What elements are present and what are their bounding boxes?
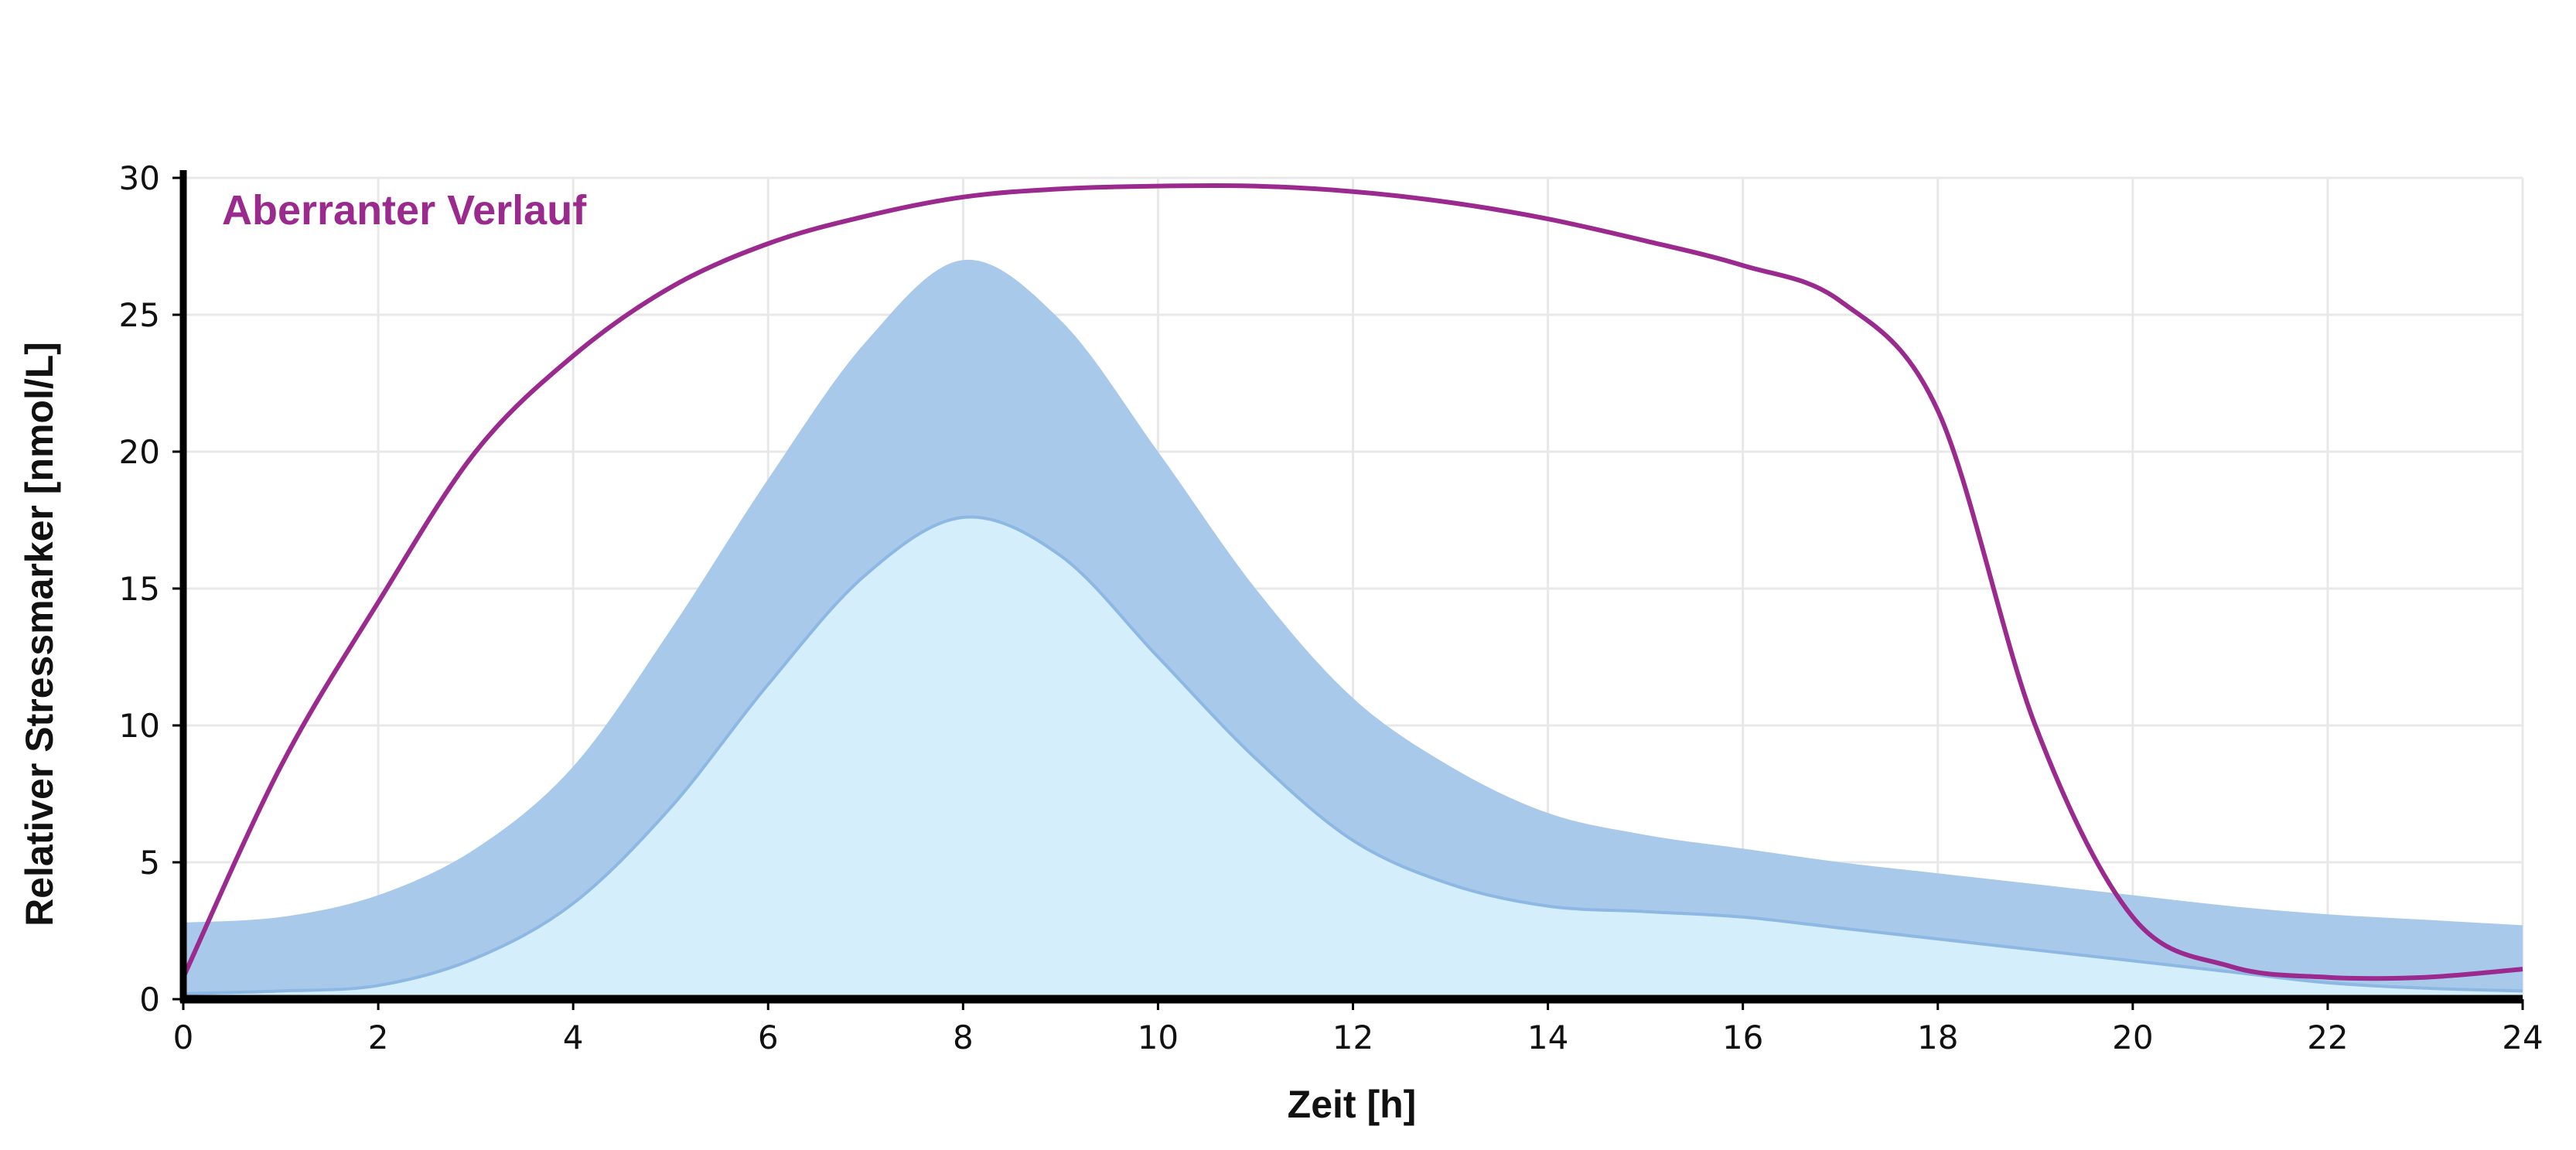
x-tick-label: 2 — [368, 1019, 389, 1056]
aberrant-line — [181, 183, 2523, 981]
x-tick-label: 18 — [1917, 1019, 1958, 1056]
x-tick-label: 24 — [2502, 1019, 2543, 1056]
x-tick-label: 22 — [2307, 1019, 2348, 1056]
band-lower-line — [183, 515, 2523, 995]
band-area — [183, 259, 2523, 994]
y-tick-label: 25 — [119, 296, 160, 334]
y-tick-label: 20 — [119, 433, 160, 471]
x-tick-label: 20 — [2112, 1019, 2153, 1056]
x-axis-title: Zeit [h] — [1288, 1083, 1417, 1126]
y-tick-label: 30 — [119, 159, 160, 197]
x-tick-label: 12 — [1332, 1019, 1373, 1056]
x-tick-label: 0 — [173, 1019, 194, 1056]
y-tick-label: 15 — [119, 570, 160, 608]
x-tick-label: 10 — [1138, 1019, 1179, 1056]
y-axis-title: Relativer Stressmarker [nmol/L] — [18, 342, 61, 926]
y-tick-label: 0 — [139, 981, 160, 1019]
y-tick-label: 10 — [119, 707, 160, 745]
x-tick-label: 6 — [758, 1019, 779, 1056]
x-tick-label: 8 — [953, 1019, 974, 1056]
aberrant-annotation: Aberranter Verlauf — [222, 187, 587, 234]
x-tick-label: 14 — [1527, 1019, 1568, 1056]
area-layer — [183, 259, 2523, 999]
line-layer — [181, 183, 2523, 981]
lower-area — [183, 517, 2523, 999]
x-tick-label: 4 — [563, 1019, 584, 1056]
x-tick-label: 16 — [1722, 1019, 1763, 1056]
y-tick-label: 5 — [139, 844, 160, 882]
